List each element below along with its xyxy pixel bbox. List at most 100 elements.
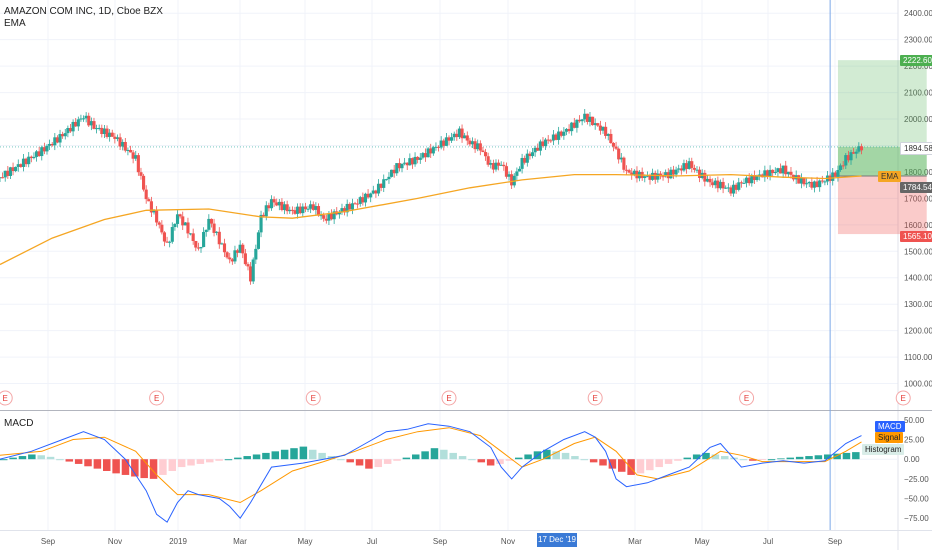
histogram-bar [617, 459, 626, 472]
candle-body [178, 214, 182, 217]
histogram-bar [486, 459, 495, 466]
candle-body [363, 193, 368, 203]
candle-body [648, 175, 652, 180]
histogram-bar [411, 454, 420, 460]
histogram-bar [646, 459, 654, 471]
candle-body [836, 170, 840, 177]
candle-body [789, 171, 793, 175]
earnings-marker [305, 390, 321, 406]
histogram-bar [767, 459, 776, 461]
candle-body [619, 157, 623, 160]
price-tick-label: 2300.00 [904, 36, 932, 45]
histogram-bar [599, 459, 607, 466]
price-tick-label: 1500.00 [904, 247, 932, 256]
candle-body [483, 152, 488, 157]
candle-body [58, 134, 62, 143]
candle-body [815, 181, 819, 188]
time-tick-label: Mar [233, 537, 247, 546]
candle-body [423, 153, 428, 158]
price-tick-label: 1200.00 [904, 327, 932, 336]
candle-body [269, 199, 274, 209]
candle-body [194, 240, 198, 248]
candle-body [669, 169, 673, 179]
histogram-bar [355, 459, 364, 466]
candle-body [233, 250, 237, 262]
histogram-bar [365, 459, 373, 469]
histogram-bar [524, 454, 532, 460]
histogram-bar [627, 459, 635, 475]
candle-body [606, 133, 610, 136]
histogram-bar [702, 452, 710, 460]
candle-body [541, 141, 545, 147]
candle-body [395, 163, 399, 174]
macd-tag: MACD [875, 421, 905, 432]
candle-body [413, 156, 417, 165]
candle-body [494, 162, 498, 170]
candle-body [549, 140, 553, 142]
candle-body [588, 116, 592, 122]
histogram-bar [93, 459, 102, 469]
candle-body [251, 259, 255, 282]
candle-body [805, 183, 809, 185]
earnings-marker [441, 390, 457, 406]
candle-body [731, 184, 736, 194]
candle-body [481, 150, 485, 153]
histogram-bar [18, 456, 27, 460]
candle-body [225, 252, 229, 258]
candle-body [510, 174, 514, 186]
histogram-bar [805, 456, 813, 460]
histogram-bar [674, 459, 682, 461]
candle-body [617, 148, 621, 160]
histogram-bar [505, 459, 514, 461]
earnings-marker-label: E [744, 394, 749, 403]
candle-body [126, 149, 130, 151]
candle-body [254, 248, 258, 260]
macd-tick-label: −50.00 [904, 495, 929, 504]
histogram-bar [786, 457, 795, 460]
candle-body [703, 172, 707, 182]
candle-body [653, 172, 657, 180]
candle-body [345, 203, 349, 213]
histogram-bar [468, 459, 476, 461]
histogram-bar [440, 449, 448, 460]
candle-body [95, 128, 99, 130]
ema-name-tag: EMA [878, 171, 902, 182]
price-tick-label: 1100.00 [904, 353, 932, 362]
candle-body [139, 172, 143, 176]
histogram-bar [711, 454, 720, 460]
candle-body [102, 128, 106, 135]
histogram-bar [290, 448, 298, 460]
price-tick-label: 2000.00 [904, 115, 932, 124]
histogram-bar [814, 455, 823, 460]
candle-body [343, 208, 347, 213]
candle-body [463, 135, 467, 139]
candle-body [523, 157, 527, 163]
candle-body [426, 148, 430, 158]
candle-body [267, 205, 271, 209]
candle-body [199, 247, 203, 249]
candle-body [400, 163, 404, 169]
histogram-bar [561, 452, 570, 460]
candle-body [812, 181, 817, 188]
price-tick-label: 1000.00 [904, 380, 932, 389]
candle-body [293, 210, 297, 214]
candle-body [147, 199, 151, 202]
candle-body [186, 222, 190, 234]
candle-body [332, 211, 336, 220]
histogram-bar [121, 459, 130, 475]
price-tick-label: 2400.00 [904, 9, 932, 18]
candle-body [721, 181, 725, 189]
candle-body [784, 165, 788, 175]
candle-body [188, 233, 193, 235]
macd-tick-label: 0.00 [904, 455, 920, 464]
candle-body [207, 218, 211, 230]
candle-body [444, 137, 448, 146]
histogram-bar [262, 452, 270, 460]
histogram-bar [131, 459, 139, 477]
histogram-bar [374, 459, 383, 468]
candle-body [353, 203, 357, 205]
macd-legend: MACD [4, 418, 34, 429]
candle-body [585, 113, 589, 122]
candle-body [358, 197, 362, 204]
